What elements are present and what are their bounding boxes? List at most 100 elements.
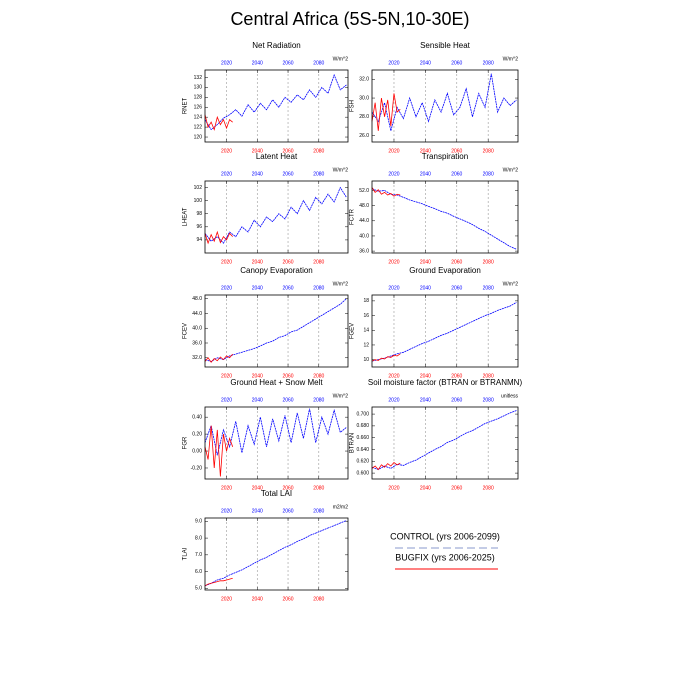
series-line — [204, 353, 233, 363]
x-tick-label-top: 2040 — [252, 60, 263, 66]
y-tick-label: 96 — [196, 224, 202, 230]
y-tick-label: 7.0 — [195, 552, 202, 558]
x-tick-label-bottom: 2060 — [282, 485, 293, 491]
y-axis-label: FGEV — [350, 323, 356, 339]
chart-title: Central Africa (5S-5N,10-30E) — [230, 9, 469, 29]
x-tick-label-top: 2040 — [420, 285, 431, 291]
series-line — [204, 425, 234, 477]
y-tick-label: 36.0 — [192, 340, 202, 346]
x-tick-label-top: 2080 — [483, 397, 494, 403]
x-tick-label-top: 2040 — [420, 60, 431, 66]
y-tick-label: 0.640 — [356, 447, 369, 453]
y-tick-label: 36.0 — [359, 248, 369, 254]
x-tick-label-top: 2020 — [221, 508, 232, 514]
x-tick-label-top: 2020 — [388, 60, 399, 66]
y-tick-label: 28.0 — [359, 114, 369, 120]
x-tick-label-top: 2040 — [252, 285, 263, 291]
x-tick-label-bottom: 2040 — [252, 485, 263, 491]
series-line — [204, 298, 347, 362]
y-tick-label: 10 — [363, 357, 369, 363]
x-tick-label-bottom: 2060 — [282, 373, 293, 379]
x-tick-label-top: 2080 — [483, 171, 494, 177]
y-axis-label: FGR — [183, 436, 189, 449]
y-tick-label: 94 — [196, 237, 202, 243]
units: W/m^2 — [333, 393, 349, 399]
x-tick-label-bottom: 2020 — [221, 596, 232, 602]
x-tick-label-bottom: 2020 — [388, 148, 399, 154]
y-tick-label: 26.0 — [359, 133, 369, 139]
x-tick-label-top: 2060 — [451, 397, 462, 403]
y-tick-label: 8.0 — [195, 535, 202, 541]
x-tick-label-bottom: 2020 — [388, 259, 399, 265]
y-tick-label: 0.680 — [356, 423, 369, 429]
x-tick-label-bottom: 2020 — [388, 485, 399, 491]
panel-title: Total LAI — [261, 489, 292, 498]
y-tick-label: 40.0 — [192, 326, 202, 332]
y-tick-label: 98 — [196, 211, 202, 217]
series-line — [204, 73, 347, 131]
y-tick-label: 9.0 — [195, 519, 202, 525]
x-tick-label-bottom: 2080 — [313, 259, 324, 265]
y-tick-label: 48.0 — [192, 296, 202, 302]
units: m2/m2 — [333, 504, 349, 510]
y-tick-label: 132 — [194, 75, 203, 81]
x-tick-label-top: 2060 — [282, 285, 293, 291]
series-line — [371, 93, 401, 131]
x-tick-label-top: 2080 — [313, 171, 324, 177]
units: W/m^2 — [503, 56, 519, 62]
x-tick-label-bottom: 2060 — [451, 259, 462, 265]
x-tick-label-bottom: 2080 — [313, 596, 324, 602]
x-tick-label-bottom: 2080 — [313, 148, 324, 154]
series-line — [371, 187, 401, 197]
x-tick-label-top: 2020 — [221, 171, 232, 177]
x-tick-label-bottom: 2040 — [420, 259, 431, 265]
y-tick-label: 0.660 — [356, 435, 369, 441]
y-tick-label: 0.40 — [192, 414, 202, 420]
y-tick-label: 122 — [194, 124, 203, 130]
series-line — [371, 302, 517, 362]
plot-frame — [204, 69, 349, 143]
series-line — [371, 188, 517, 250]
plot-frame — [204, 406, 349, 480]
y-tick-label: 44.0 — [192, 311, 202, 317]
x-tick-label-top: 2080 — [483, 285, 494, 291]
series-line — [371, 461, 401, 471]
series-line — [204, 577, 233, 587]
y-tick-label: 0.700 — [356, 411, 369, 417]
y-tick-label: 130 — [194, 85, 203, 91]
units: W/m^2 — [333, 281, 349, 287]
x-tick-label-bottom: 2080 — [483, 373, 494, 379]
legend-label: BUGFIX (yrs 2006-2025) — [395, 552, 495, 562]
x-tick-label-bottom: 2080 — [313, 485, 324, 491]
x-tick-label-bottom: 2060 — [282, 148, 293, 154]
y-axis-label: LHEAT — [183, 207, 189, 226]
x-tick-label-bottom: 2080 — [483, 485, 494, 491]
units: W/m^2 — [333, 167, 349, 173]
panel-title: Transpiration — [422, 152, 468, 161]
series-line — [371, 73, 517, 131]
y-tick-label: 48.0 — [359, 203, 369, 209]
x-tick-label-top: 2020 — [388, 285, 399, 291]
y-axis-label: FCTR — [350, 208, 356, 225]
series-line — [204, 520, 347, 587]
x-tick-label-top: 2060 — [282, 171, 293, 177]
panel-title: Soil moisture factor (BTRAN or BTRANMN) — [368, 378, 523, 387]
series-line — [371, 410, 517, 471]
x-tick-label-top: 2060 — [451, 285, 462, 291]
x-tick-label-top: 2060 — [282, 60, 293, 66]
y-tick-label: 100 — [194, 198, 203, 204]
x-tick-label-top: 2060 — [282, 397, 293, 403]
x-tick-label-bottom: 2060 — [451, 148, 462, 154]
plot-frame — [204, 180, 349, 254]
x-tick-label-bottom: 2040 — [420, 373, 431, 379]
plot-frame — [371, 406, 519, 480]
y-tick-label: 30.0 — [359, 95, 369, 101]
series-line — [371, 353, 401, 362]
x-tick-label-top: 2080 — [313, 508, 324, 514]
y-tick-label: 5.0 — [195, 586, 202, 592]
units: W/m^2 — [503, 281, 519, 287]
x-tick-label-bottom: 2040 — [252, 373, 263, 379]
x-tick-label-bottom: 2080 — [483, 148, 494, 154]
x-tick-label-top: 2040 — [252, 397, 263, 403]
